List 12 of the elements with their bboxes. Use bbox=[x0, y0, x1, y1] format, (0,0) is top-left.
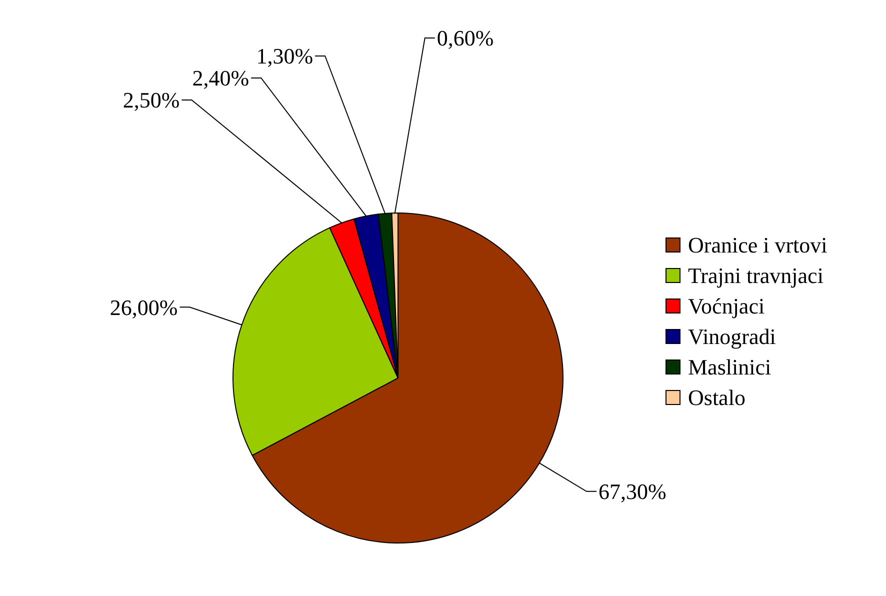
legend-label: Voćnjaci bbox=[688, 294, 765, 319]
legend-label: Oranice i vrtovi bbox=[688, 232, 828, 258]
legend-label: Maslinici bbox=[688, 354, 772, 380]
data-label: 67,30% bbox=[598, 479, 666, 504]
data-label: 0,60% bbox=[436, 26, 494, 51]
legend-label: Vinogradi bbox=[688, 324, 776, 350]
data-label: 2,40% bbox=[192, 66, 250, 91]
data-label: 1,30% bbox=[256, 44, 314, 69]
legend-label: Ostalo bbox=[688, 385, 746, 410]
legend-label: Trajni travnjaci bbox=[688, 263, 824, 288]
data-label: 26,00% bbox=[110, 294, 178, 320]
data-label: 2,50% bbox=[122, 88, 180, 113]
